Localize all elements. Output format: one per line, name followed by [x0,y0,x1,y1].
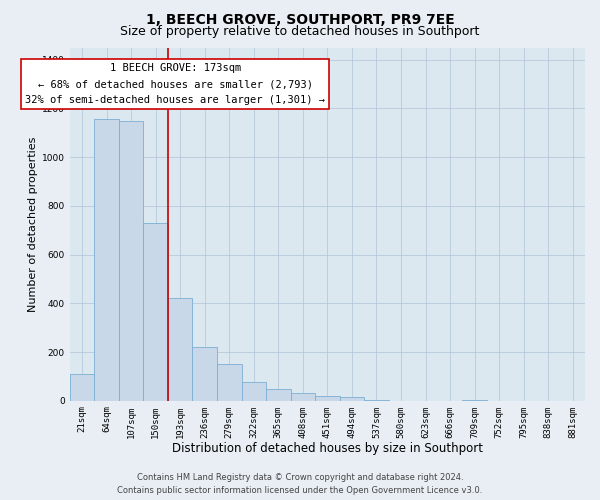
Text: 1 BEECH GROVE: 173sqm
← 68% of detached houses are smaller (2,793)
32% of semi-d: 1 BEECH GROVE: 173sqm ← 68% of detached … [25,64,325,104]
Text: Size of property relative to detached houses in Southport: Size of property relative to detached ho… [121,25,479,38]
Bar [143,223,168,400]
Bar [290,394,315,400]
Bar [217,364,242,401]
Bar [193,347,217,401]
Bar [70,374,94,400]
Bar [242,382,266,400]
X-axis label: Distribution of detached houses by size in Southport: Distribution of detached houses by size … [172,442,483,455]
Bar [168,298,193,400]
Bar [119,120,143,400]
Bar [266,388,290,400]
Bar [94,120,119,400]
Bar [315,396,340,400]
Text: Contains HM Land Registry data © Crown copyright and database right 2024.
Contai: Contains HM Land Registry data © Crown c… [118,474,482,495]
Bar [340,397,364,400]
Text: 1, BEECH GROVE, SOUTHPORT, PR9 7EE: 1, BEECH GROVE, SOUTHPORT, PR9 7EE [146,12,454,26]
Y-axis label: Number of detached properties: Number of detached properties [28,136,38,312]
